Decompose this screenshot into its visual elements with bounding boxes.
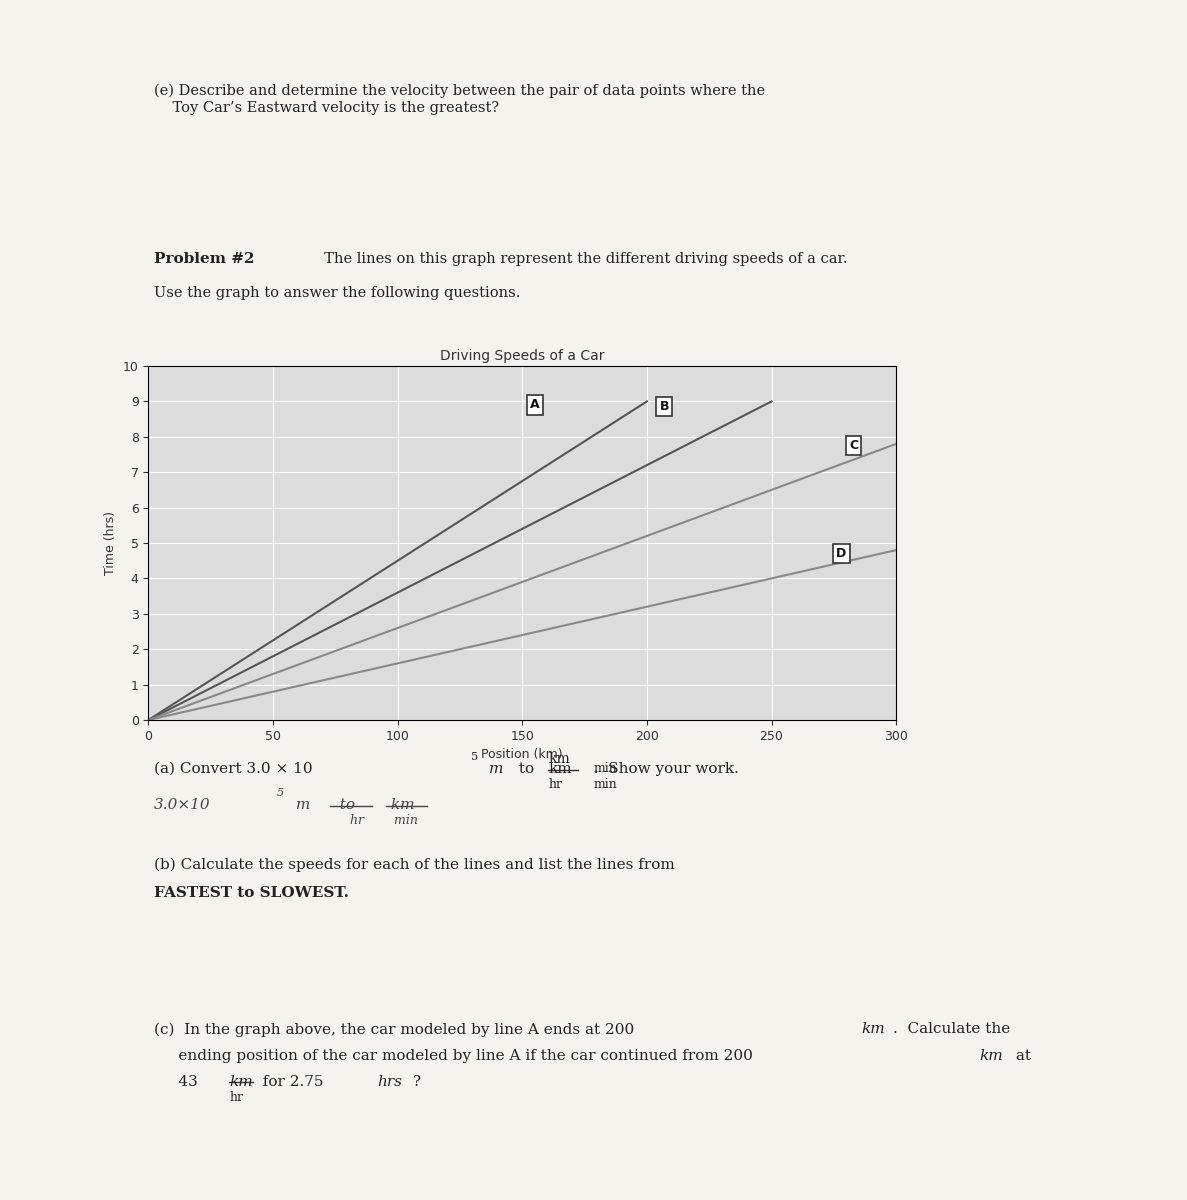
Text: at: at (1011, 1049, 1032, 1063)
Text: ?: ? (413, 1075, 421, 1090)
Text: hrs: hrs (377, 1075, 402, 1090)
Text: FASTEST to SLOWEST.: FASTEST to SLOWEST. (154, 886, 349, 900)
Y-axis label: Time (hrs): Time (hrs) (104, 511, 118, 575)
Text: hr: hr (548, 778, 563, 791)
Text: for 2.75: for 2.75 (253, 1075, 323, 1090)
Text: C: C (849, 439, 858, 452)
Text: km: km (548, 751, 570, 766)
Text: km: km (979, 1049, 1003, 1063)
Text: B: B (660, 401, 669, 413)
Text: A: A (529, 398, 540, 412)
Text: min: min (594, 778, 617, 791)
Text: D: D (836, 547, 846, 560)
Text: (e) Describe and determine the velocity between the pair of data points where th: (e) Describe and determine the velocity … (154, 84, 766, 114)
Text: to: to (514, 762, 539, 776)
X-axis label: Position (km): Position (km) (482, 749, 563, 761)
Text: (a) Convert 3.0 × 10: (a) Convert 3.0 × 10 (154, 762, 313, 776)
Text: km: km (229, 1075, 253, 1090)
Text: km: km (386, 798, 414, 812)
Text: m: m (291, 798, 310, 812)
Text: hr: hr (229, 1091, 243, 1104)
Text: min: min (386, 814, 418, 827)
Text: The lines on this graph represent the different driving speeds of a car.: The lines on this graph represent the di… (315, 252, 848, 266)
Text: 5: 5 (277, 788, 284, 798)
Text: km: km (548, 762, 572, 776)
Text: m: m (489, 762, 503, 776)
Text: 5: 5 (471, 752, 478, 762)
Text: Use the graph to answer the following questions.: Use the graph to answer the following qu… (154, 286, 521, 300)
Text: km: km (862, 1022, 886, 1037)
Title: Driving Speeds of a Car: Driving Speeds of a Car (440, 349, 604, 364)
Text: (c)  In the graph above, the car modeled by line A ends at 200: (c) In the graph above, the car modeled … (154, 1022, 635, 1037)
Text: .  Show your work.: . Show your work. (584, 762, 738, 776)
Text: .  Calculate the: . Calculate the (893, 1022, 1010, 1037)
Text: 43: 43 (154, 1075, 203, 1090)
Text: to: to (330, 798, 355, 812)
Text: hr: hr (330, 814, 364, 827)
Text: 3.0×10: 3.0×10 (154, 798, 211, 812)
Text: ending position of the car modeled by line A if the car continued from 200: ending position of the car modeled by li… (154, 1049, 754, 1063)
Text: (b) Calculate the speeds for each of the lines and list the lines from: (b) Calculate the speeds for each of the… (154, 858, 680, 872)
Text: min: min (594, 762, 617, 775)
Text: Problem #2: Problem #2 (154, 252, 255, 266)
